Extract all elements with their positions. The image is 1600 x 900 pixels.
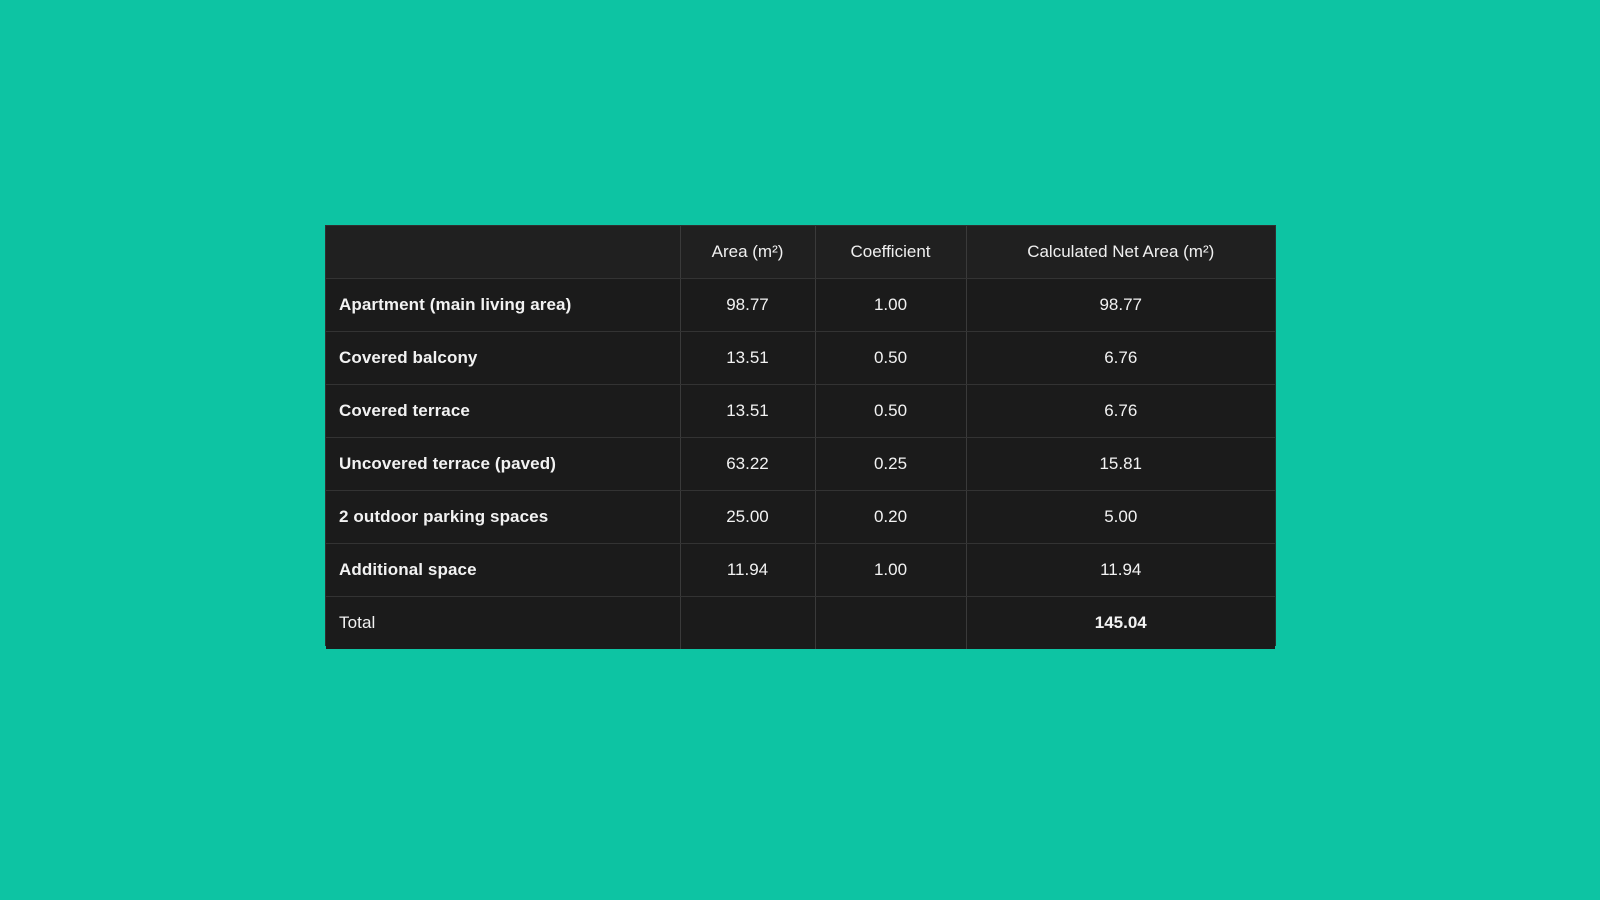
- row-label: Covered balcony: [326, 331, 681, 385]
- area-cell: 98.77: [680, 278, 816, 332]
- header-coefficient: Coefficient: [815, 226, 967, 279]
- header-label-column: [326, 226, 681, 279]
- coefficient-cell: 0.25: [815, 437, 967, 491]
- coefficient-cell: 1.00: [815, 278, 967, 332]
- table-row: Covered terrace 13.51 0.50 6.76: [326, 384, 1275, 438]
- coefficient-cell: 0.50: [815, 384, 967, 438]
- table-row: 2 outdoor parking spaces 25.00 0.20 5.00: [326, 490, 1275, 544]
- total-label: Total: [326, 596, 681, 649]
- table-row: Covered balcony 13.51 0.50 6.76: [326, 331, 1275, 385]
- header-area: Area (m²): [680, 226, 816, 279]
- header-net-area: Calculated Net Area (m²): [966, 226, 1275, 279]
- coefficient-cell: 0.50: [815, 331, 967, 385]
- total-row: Total 145.04: [326, 596, 1275, 649]
- row-label: Additional space: [326, 543, 681, 597]
- coefficient-cell: 1.00: [815, 543, 967, 597]
- row-label: 2 outdoor parking spaces: [326, 490, 681, 544]
- net-area-cell: 98.77: [966, 278, 1275, 332]
- net-area-cell: 11.94: [966, 543, 1275, 597]
- area-calculation-table-container: Area (m²) Coefficient Calculated Net Are…: [325, 225, 1276, 649]
- area-cell: 63.22: [680, 437, 816, 491]
- table-row: Uncovered terrace (paved) 63.22 0.25 15.…: [326, 437, 1275, 491]
- net-area-cell: 6.76: [966, 384, 1275, 438]
- area-calculation-table: Area (m²) Coefficient Calculated Net Are…: [326, 226, 1275, 649]
- area-cell: 13.51: [680, 384, 816, 438]
- total-net-area: 145.04: [966, 596, 1275, 649]
- net-area-cell: 15.81: [966, 437, 1275, 491]
- area-cell: 25.00: [680, 490, 816, 544]
- total-coefficient-cell: [815, 596, 967, 649]
- net-area-cell: 5.00: [966, 490, 1275, 544]
- table-header-row: Area (m²) Coefficient Calculated Net Are…: [326, 226, 1275, 279]
- net-area-cell: 6.76: [966, 331, 1275, 385]
- area-cell: 11.94: [680, 543, 816, 597]
- table-row: Additional space 11.94 1.00 11.94: [326, 543, 1275, 597]
- area-cell: 13.51: [680, 331, 816, 385]
- row-label: Uncovered terrace (paved): [326, 437, 681, 491]
- table-row: Apartment (main living area) 98.77 1.00 …: [326, 278, 1275, 332]
- row-label: Covered terrace: [326, 384, 681, 438]
- total-area-cell: [680, 596, 816, 649]
- row-label: Apartment (main living area): [326, 278, 681, 332]
- coefficient-cell: 0.20: [815, 490, 967, 544]
